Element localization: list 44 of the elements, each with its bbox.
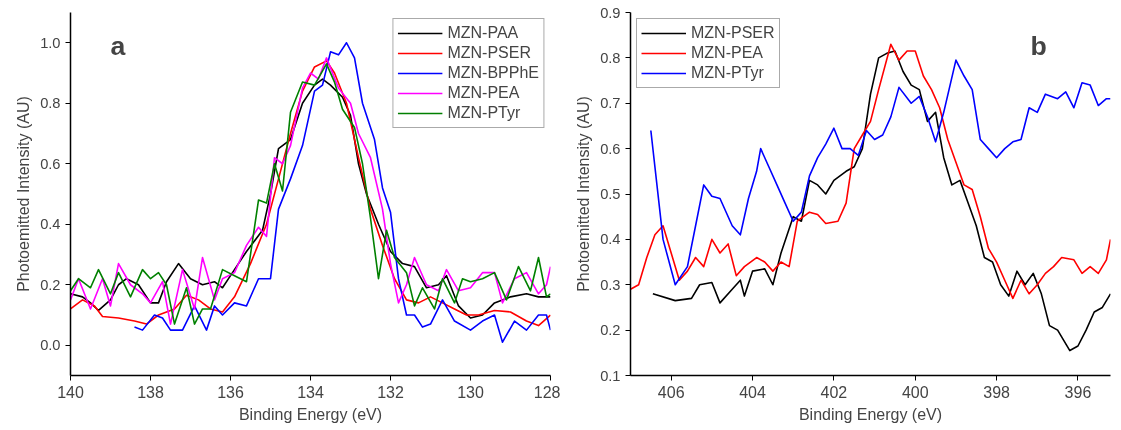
legend-label: MZN-PEA (447, 84, 520, 102)
annotation: b (1030, 30, 1047, 61)
y-tick-label: 0.5 (600, 186, 621, 202)
x-tick-label: 402 (820, 383, 848, 401)
legend-label: MZN-PTyr (447, 104, 521, 122)
x-tick-label: 132 (377, 383, 404, 401)
y-tick-label: 0.2 (40, 276, 61, 293)
x-tick-label: 136 (217, 383, 244, 401)
legend-label: MZN-PTyr (691, 64, 764, 82)
y-tick-label: 0.2 (600, 322, 621, 339)
y-tick-label: 0.4 (600, 231, 621, 248)
x-tick-label: 398 (983, 383, 1011, 401)
y-tick-label: 0.7 (600, 95, 621, 112)
x-tick-label: 134 (297, 383, 324, 401)
legend-label: MZN-BPPhE (447, 64, 539, 82)
y-tick-label: 0.6 (600, 140, 621, 157)
y-tick-label: 0.8 (40, 95, 61, 112)
legend-label: MZN-PAA (447, 24, 519, 42)
y-axis-title: Photoemitted Intensity (AU) (575, 96, 593, 292)
y-tick-label: 0.3 (600, 276, 621, 293)
y-axis-title: Photoemitted Intensity (AU) (15, 96, 33, 292)
x-tick-label: 138 (137, 383, 164, 401)
y-tick-label: 1.0 (40, 34, 61, 51)
y-tick-label: 0.4 (40, 216, 61, 233)
legend-label: MZN-PEA (691, 44, 763, 62)
y-tick-label: 0.6 (40, 155, 61, 172)
x-tick-label: 406 (657, 383, 685, 401)
x-tick-label: 404 (739, 383, 766, 401)
annotation: a (110, 30, 126, 61)
legend-label: MZN-PSER (691, 24, 775, 42)
y-tick-label: 0.9 (600, 4, 621, 21)
y-tick-label: 0.8 (600, 49, 621, 66)
legend-label: MZN-PSER (447, 44, 531, 62)
y-tick-label: 0.1 (600, 367, 621, 384)
y-tick-label: 0.0 (40, 337, 61, 354)
x-axis-title: Binding Energy (eV) (798, 405, 943, 423)
x-tick-label: 396 (1064, 383, 1092, 401)
x-tick-label: 400 (901, 383, 929, 401)
x-tick-label: 140 (57, 383, 84, 401)
x-axis-title: Binding Energy (eV) (238, 405, 383, 423)
line-series (650, 59, 1111, 286)
line-series (133, 41, 551, 344)
x-tick-label: 130 (457, 383, 484, 401)
x-tick-label: 128 (533, 383, 561, 401)
